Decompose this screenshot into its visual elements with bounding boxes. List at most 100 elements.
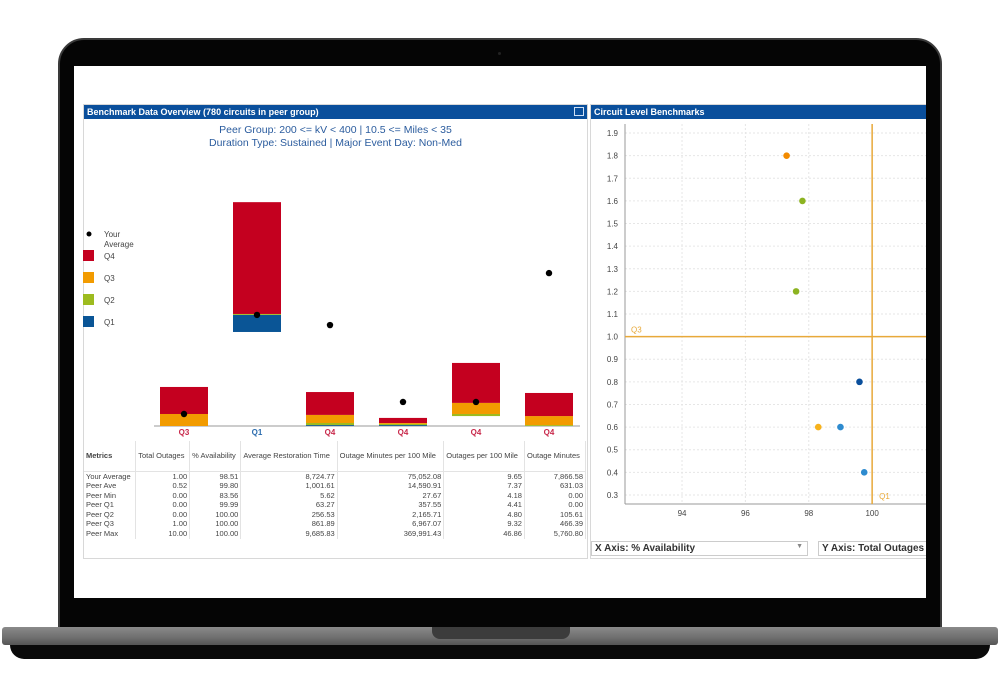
x-axis-select[interactable]: X Axis: % Availability ▼ (591, 541, 808, 556)
your-average-dot (180, 410, 188, 418)
metric-value: 7.37 (443, 481, 525, 491)
column-header[interactable]: Average Restoration Time (240, 441, 338, 472)
reference-line-label: Q3 (631, 326, 642, 335)
bar-segment-q1 (379, 425, 427, 426)
duration-subtitle: Duration Type: Sustained | Major Event D… (209, 137, 462, 149)
metric-value: 0.00 (135, 509, 191, 520)
metric-value: 83.56 (189, 490, 242, 501)
metric-value: 0.52 (135, 481, 191, 491)
table-row: Your Average 1.00 98.51 8,724.77 75,052.08 9.… (84, 471, 587, 482)
screen: Benchmark Data Overview (780 circuits in… (74, 66, 926, 598)
x-tick-label: 94 (678, 509, 687, 518)
table-row: Peer Q2 0.00 100.00 256.53 2,165.71 4.80 105.6… (84, 509, 587, 520)
quartile-label: Q1 (252, 428, 263, 437)
bar-segment-q4 (160, 386, 208, 414)
bar-segment-q3 (306, 414, 354, 423)
y-tick-label: 1.8 (607, 152, 619, 161)
y-axis-select[interactable]: Y Axis: Total Outages (818, 541, 926, 556)
metric-value: 14,590.91 (337, 481, 445, 491)
bar-5 (452, 362, 500, 417)
metric-value: 105.61 (524, 509, 587, 520)
metric-value: 369,991.43 (337, 529, 445, 539)
metric-value: 9,685.83 (240, 529, 338, 539)
quartile-label: Q4 (325, 428, 336, 437)
metric-value: 100.00 (189, 529, 242, 539)
metric-value: 0.00 (135, 490, 191, 501)
metric-value: 7,866.58 (524, 471, 587, 482)
bar-segment-q4 (379, 417, 427, 423)
y-tick-label: 0.3 (607, 491, 619, 500)
metric-value: 0.00 (524, 490, 587, 501)
laptop-foot (10, 645, 990, 659)
metric-value: 100.00 (189, 509, 242, 520)
y-tick-label: 1.9 (607, 129, 619, 138)
legend-label: Your (104, 230, 121, 239)
x-axis-select-value: X Axis: % Availability (595, 543, 696, 554)
data-point (783, 152, 790, 159)
panel-header: Circuit Level Benchmarks (591, 105, 926, 119)
laptop-notch (432, 627, 570, 639)
bar-4 (379, 398, 427, 426)
y-axis-select-value: Y Axis: Total Outages (822, 543, 925, 554)
y-tick-label: 0.6 (607, 423, 619, 432)
column-header[interactable]: Outages per 100 Mile (443, 441, 525, 472)
metric-name: Your Average (84, 471, 137, 482)
your-average-dot (253, 311, 261, 319)
metric-value: 4.80 (443, 509, 525, 520)
table-row: Peer Q3 1.00 100.00 861.89 6,967.07 9.32 466.3… (84, 519, 587, 530)
metric-value: 1.00 (135, 519, 191, 530)
quartile-label: Q3 (179, 428, 190, 437)
metric-name: Peer Max (84, 529, 137, 539)
column-header[interactable]: Outage Minutes per 100 Mile (337, 441, 445, 472)
metric-value: 27.67 (337, 490, 445, 501)
maximize-icon[interactable] (574, 107, 584, 116)
scatter-chart: 1.9 1.8 1.7 1.6 1.5 1.4 1.3 1.2 1.1 1.0 0.9 0.8 0.7 0… (607, 124, 926, 518)
data-point (856, 378, 863, 386)
bar-segment-q4 (452, 362, 500, 403)
bar-1 (160, 386, 208, 426)
column-header[interactable]: Metrics (84, 441, 137, 472)
metric-value: 4.41 (443, 500, 525, 510)
metric-value: 4.18 (443, 490, 525, 501)
metric-value: 861.89 (240, 519, 338, 530)
legend-swatch-q4 (83, 250, 94, 261)
metric-value: 10.00 (135, 529, 191, 539)
bar-segment-q3 (379, 422, 427, 424)
y-tick-label: 0.5 (607, 446, 619, 455)
y-tick-label: 0.8 (607, 378, 619, 387)
x-tick-label: 96 (741, 509, 750, 518)
bar-segment-q2 (306, 422, 354, 426)
legend-swatch-q1 (83, 316, 94, 327)
column-header[interactable]: Total Outages (135, 441, 191, 472)
metric-value: 5.62 (240, 490, 338, 501)
metric-value: 256.53 (240, 509, 338, 520)
y-tick-label: 1.2 (607, 287, 619, 296)
legend-label: Q4 (104, 252, 115, 261)
bar-segment-q4 (525, 392, 573, 417)
panel-title: Benchmark Data Overview (780 circuits in… (87, 107, 319, 117)
metric-value: 9.65 (443, 471, 525, 482)
data-point (799, 197, 806, 205)
metric-name: Peer Q3 (84, 519, 137, 530)
table-row: Peer Q1 0.00 99.99 63.27 357.55 4.41 0.00 (84, 500, 587, 510)
metric-value: 5,760.80 (524, 529, 587, 539)
metric-value: 0.00 (524, 500, 587, 510)
legend-label: Q2 (104, 296, 115, 305)
quartile-label: Q4 (471, 428, 482, 437)
reference-line-label: Q1 (879, 492, 890, 501)
table-row: Peer Min 0.00 83.56 5.62 27.67 4.18 0.00 (84, 490, 587, 501)
legend-dot-icon (86, 231, 92, 237)
quartile-label: Q4 (398, 428, 409, 437)
data-point (860, 469, 868, 476)
column-header[interactable]: % Availability (189, 441, 242, 472)
chevron-down-icon: ▼ (796, 543, 803, 550)
table-row: Peer Max 10.00 100.00 9,685.83 369,991.43 46.… (84, 529, 587, 539)
metric-value: 9.32 (443, 519, 525, 530)
data-point (814, 423, 822, 431)
peer-group-subtitle: Peer Group: 200 <= kV < 400 | 10.5 <= Mi… (219, 124, 452, 136)
column-header[interactable]: Outage Minutes (524, 441, 587, 472)
your-average-dot (399, 398, 407, 406)
panel-header: Benchmark Data Overview (780 circuits in… (84, 105, 587, 119)
